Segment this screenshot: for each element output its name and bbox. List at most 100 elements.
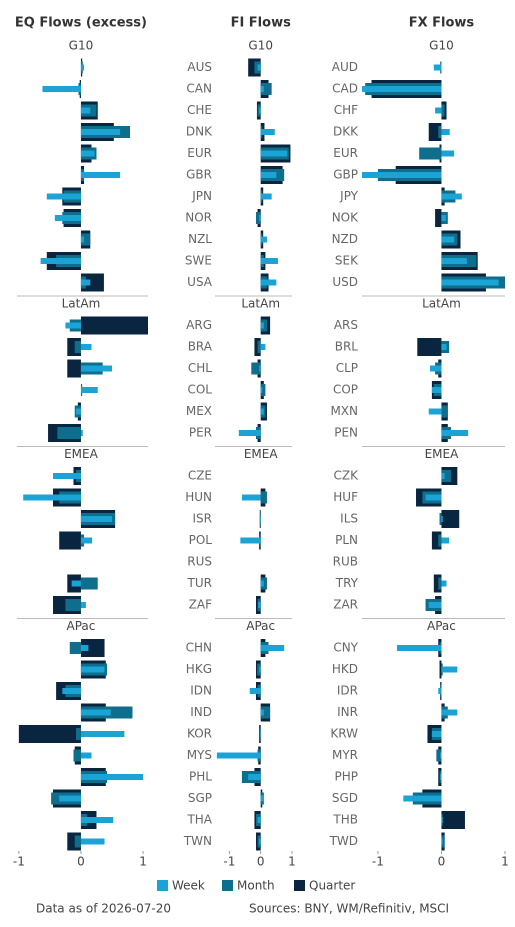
bar (80, 64, 85, 71)
category-label: CZE (188, 469, 212, 483)
bar (240, 537, 261, 544)
bar (441, 811, 465, 829)
bar (419, 147, 442, 160)
x-tick-label: 0 (257, 855, 265, 869)
x-tick-label: -1 (372, 855, 384, 869)
category-label: RUS (187, 555, 212, 569)
bar (260, 580, 264, 587)
category-label: PEN (334, 426, 358, 440)
bar (80, 387, 98, 393)
bar (42, 86, 81, 92)
bar (71, 580, 81, 587)
bar (260, 172, 277, 178)
bar (441, 430, 469, 436)
legend-swatch (222, 880, 233, 891)
bar (439, 660, 442, 679)
bar (441, 537, 450, 544)
category-label: CAD (332, 82, 358, 96)
bar (259, 516, 261, 522)
category-label: COP (333, 383, 358, 397)
bar (80, 645, 89, 651)
bar (260, 645, 285, 651)
category-label: BRA (188, 340, 213, 354)
bar (65, 599, 81, 611)
category-label: AUD (332, 60, 358, 74)
category-label: KOR (187, 727, 212, 741)
bar (425, 494, 442, 501)
bar (362, 86, 442, 92)
bar (441, 709, 458, 716)
bar (260, 129, 275, 135)
bar (80, 838, 105, 845)
bar (256, 663, 261, 676)
bar (441, 838, 443, 845)
category-label: ZAR (333, 598, 358, 612)
group-label: APac (246, 619, 275, 633)
bar (441, 817, 443, 823)
category-label: KRW (330, 727, 358, 741)
bar (441, 405, 448, 418)
bar (258, 602, 261, 608)
bar (435, 107, 442, 114)
group-label: EMEA (244, 447, 279, 461)
bar (438, 577, 442, 590)
bar (362, 172, 442, 178)
bar (249, 688, 261, 694)
bar (40, 258, 81, 264)
category-label: CLP (336, 361, 358, 375)
bar (259, 215, 261, 221)
category-label: CHL (188, 361, 212, 375)
bar (259, 666, 261, 673)
bar (431, 387, 442, 393)
bar (80, 365, 112, 372)
bar (259, 365, 261, 372)
bar (441, 835, 445, 848)
category-label: PHL (189, 770, 212, 784)
category-label: MYS (187, 748, 212, 762)
category-label: AUS (187, 60, 212, 74)
bar (80, 577, 98, 590)
bar (260, 795, 264, 802)
bar (428, 408, 442, 415)
bar (238, 430, 261, 436)
bar (65, 322, 81, 329)
bar (441, 129, 450, 135)
bar (57, 427, 81, 439)
sources-note: Sources: BNY, WM/Refinitiv, MSCI (249, 902, 449, 916)
bar (241, 494, 261, 501)
bar (441, 258, 467, 264)
category-label: GBR (186, 168, 212, 182)
group-label: APac (67, 619, 96, 633)
category-label: DNK (186, 125, 213, 139)
category-label: NOR (185, 211, 212, 225)
category-label: BRL (335, 340, 359, 354)
bar (46, 193, 81, 200)
bar (440, 752, 442, 759)
bar (428, 602, 442, 608)
bar (260, 83, 272, 95)
category-label: PER (189, 426, 212, 440)
bar (67, 359, 81, 378)
bar (80, 537, 93, 544)
group-label: LatAm (62, 297, 101, 311)
category-label: ARG (186, 318, 212, 332)
category-label: INR (337, 705, 358, 719)
bar (259, 107, 261, 114)
category-label: IDN (190, 684, 212, 698)
bar (441, 236, 455, 243)
category-label: IND (190, 705, 212, 719)
bar (441, 510, 460, 528)
bar (439, 513, 442, 525)
bar (69, 642, 81, 654)
bar (80, 752, 92, 759)
category-label: RUB (333, 555, 358, 569)
category-label: CHN (186, 641, 212, 655)
bar (80, 344, 92, 350)
bar (74, 341, 81, 353)
category-label: MEX (186, 404, 212, 418)
bar (80, 172, 121, 178)
category-label: TWD (329, 834, 358, 848)
category-label: HKG (186, 662, 212, 676)
bar (435, 209, 442, 227)
